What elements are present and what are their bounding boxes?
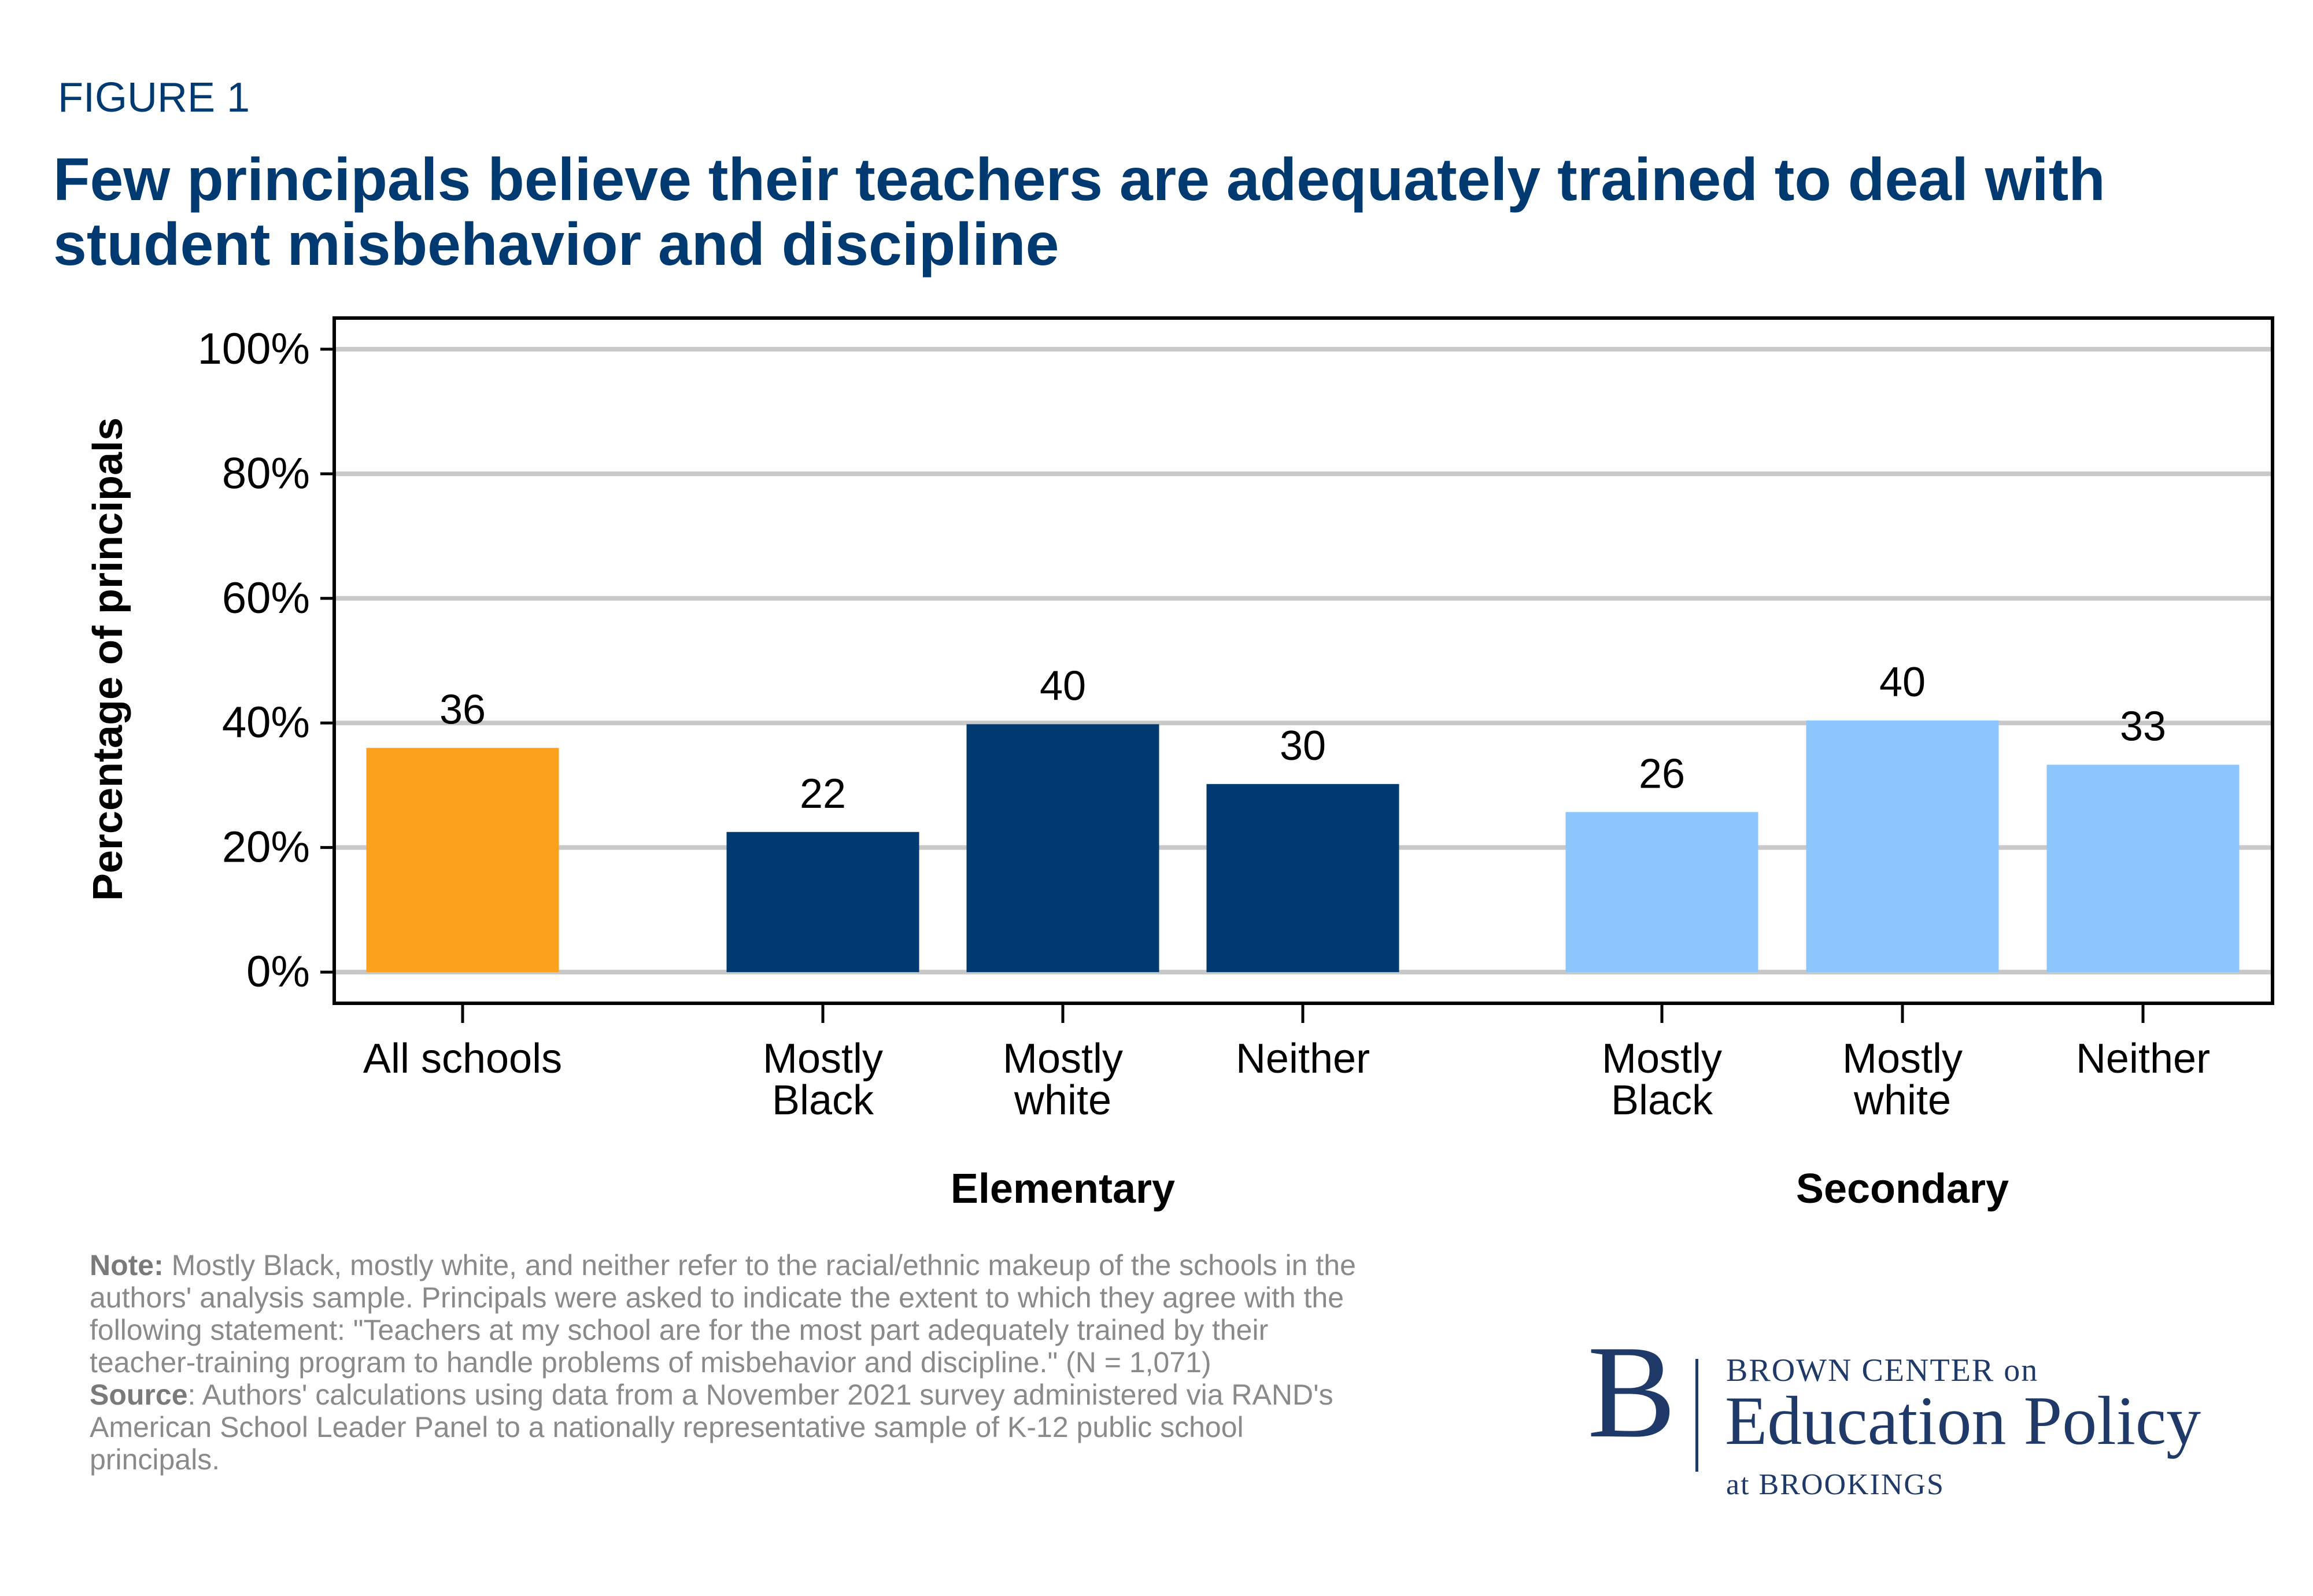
bar-4 — [1206, 784, 1399, 973]
bar-1 — [366, 748, 559, 973]
y-tick-label: 60% — [222, 574, 310, 623]
y-tick-label: 0% — [246, 947, 310, 996]
figure-label: FIGURE 1 — [58, 75, 250, 121]
x-tick-label-line: Black — [1611, 1077, 1713, 1124]
x-tick-label: Neither — [1236, 1036, 1370, 1082]
x-tick-label: Neither — [2076, 1036, 2210, 1082]
logo-line-brookings: at BROOKINGS — [1726, 1468, 1945, 1501]
x-tick-label: Mostly white — [1003, 1036, 1123, 1124]
bar-value-label: 36 — [439, 686, 486, 733]
x-tick-label-line: Mostly — [1842, 1036, 1963, 1082]
bar-value-label: 26 — [1639, 751, 1685, 797]
bar-value-label: 40 — [1879, 659, 1926, 705]
y-tick-label: 100% — [198, 324, 310, 374]
y-tick-label: 40% — [222, 698, 310, 747]
source-text: : Authors' calculations using data from … — [90, 1379, 1333, 1476]
x-tick-label-line: Mostly — [1003, 1036, 1123, 1082]
x-tick-label: Mostly white — [1842, 1036, 1963, 1124]
bar-value-label: 33 — [2120, 703, 2166, 749]
plot-border — [332, 316, 2274, 1005]
plot-frame — [320, 316, 2274, 1023]
bar-7 — [2046, 764, 2240, 973]
logo-line-education-policy: Education Policy — [1725, 1382, 2201, 1459]
x-tick-label: All schools — [363, 1036, 562, 1082]
bar-2 — [726, 832, 919, 973]
x-tick-label-line: All schools — [363, 1036, 562, 1082]
source-label: Source — [90, 1379, 188, 1411]
bar-value-label: 22 — [800, 771, 846, 817]
bar-5 — [1565, 812, 1758, 973]
group-label-elementary: Elementary — [951, 1166, 1175, 1212]
chart-title: Few principals believe their teachers ar… — [53, 146, 2105, 278]
x-tick-label-line: Mostly — [763, 1036, 883, 1082]
logo-divider — [1695, 1359, 1698, 1472]
source-paragraph: Source: Authors' calculations using data… — [90, 1379, 1362, 1476]
note-label: Note: — [90, 1249, 164, 1281]
x-tick-label-line: Neither — [1236, 1036, 1370, 1082]
note-paragraph: Note: Mostly Black, mostly white, and ne… — [90, 1249, 1362, 1379]
x-tick-label-line: Mostly — [1602, 1036, 1722, 1082]
x-tick-label-line: white — [1014, 1077, 1111, 1124]
y-tick-label: 80% — [222, 449, 310, 498]
x-tick-label-line: Black — [772, 1077, 874, 1124]
x-tick-label-line: Neither — [2076, 1036, 2210, 1082]
bar-6 — [1806, 720, 1999, 973]
note-text: Mostly Black, mostly white, and neither … — [90, 1249, 1356, 1379]
group-label-secondary: Secondary — [1796, 1166, 2009, 1212]
bars — [366, 720, 2240, 973]
y-tick-label: 20% — [222, 823, 310, 872]
bar-value-label: 30 — [1280, 723, 1326, 769]
x-tick-label-line: white — [1853, 1077, 1951, 1124]
bar-value-label: 40 — [1040, 663, 1086, 709]
footnote: Note: Mostly Black, mostly white, and ne… — [90, 1249, 1362, 1476]
bar-3 — [966, 724, 1159, 973]
x-tick-label: Mostly Black — [763, 1036, 883, 1124]
logo-line-brown-center: BROWN CENTER on — [1726, 1353, 2039, 1388]
x-tick-label: Mostly Black — [1602, 1036, 1722, 1124]
logo-letter: B — [1587, 1318, 1676, 1465]
brookings-logo: B BROWN CENTER on Education Policy at BR… — [1587, 1325, 2304, 1527]
